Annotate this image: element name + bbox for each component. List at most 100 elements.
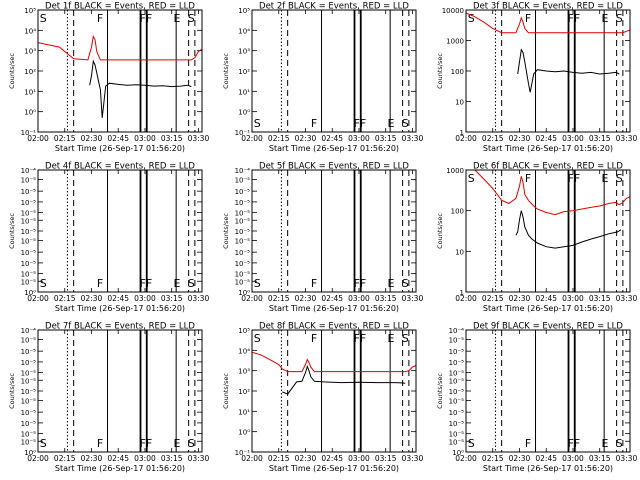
x-tick-label: 03:30 — [616, 454, 638, 463]
event-marker-label: FF — [568, 437, 581, 450]
y-tick-label: 10⁰ — [24, 289, 36, 297]
y-tick-label: 10⁻⁵ — [21, 228, 37, 236]
event-marker-label: F — [525, 172, 531, 185]
event-marker-label: S — [188, 12, 195, 25]
event-marker-label: S — [468, 12, 475, 25]
y-tick-label: 10⁻⁵ — [235, 199, 251, 207]
y-axis-label: Counts/sec — [436, 213, 444, 249]
y-tick-label: 10³ — [238, 368, 250, 376]
panel-title: Det 5f BLACK = Events, RED = LLD — [259, 162, 409, 172]
event-marker-label: E — [387, 277, 394, 290]
panel-title: Det 1f BLACK = Events, RED = LLD — [45, 2, 195, 12]
x-tick-label: 02:15 — [54, 294, 76, 303]
panel-det-4: Det 4f BLACK = Events, RED = LLD10⁰10⁻⁵1… — [8, 162, 209, 314]
event-marker-label: S — [254, 277, 261, 290]
x-axis-label: Start Time (26-Sep-17 01:56:20) — [55, 304, 185, 313]
x-tick-label: 02:15 — [482, 294, 504, 303]
event-marker-label: F — [97, 437, 103, 450]
y-tick-label: 10³ — [24, 48, 36, 56]
x-tick-label: 03:30 — [188, 134, 210, 143]
y-tick-label: 10⁻⁵ — [235, 228, 251, 236]
x-tick-label: 02:45 — [321, 134, 343, 143]
event-marker-label: F — [525, 437, 531, 450]
x-tick-label: 02:15 — [54, 134, 76, 143]
x-tick-label: 02:45 — [535, 454, 557, 463]
event-marker-label: S — [616, 172, 623, 185]
x-tick-label: 02:45 — [107, 134, 129, 143]
y-tick-label: 10⁻⁵ — [235, 176, 251, 184]
y-tick-label: 10⁻⁴ — [235, 167, 251, 175]
x-tick-label: 02:30 — [295, 454, 317, 463]
x-tick-label: 02:00 — [27, 454, 49, 463]
event-marker-label: S — [40, 12, 47, 25]
event-marker-label: S — [188, 277, 195, 290]
y-tick-label: 10⁰ — [238, 429, 250, 437]
x-tick-label: 03:15 — [375, 134, 397, 143]
y-tick-label: 10⁰ — [238, 289, 250, 297]
x-tick-label: 03:15 — [589, 134, 611, 143]
x-tick-label: 03:00 — [348, 134, 370, 143]
x-tick-label: 02:15 — [268, 454, 290, 463]
event-marker-label: FF — [354, 332, 367, 345]
event-marker-label: S — [616, 12, 623, 25]
events-series-line — [282, 364, 406, 395]
y-tick-label: 10⁻⁵ — [235, 237, 251, 245]
event-marker-label: F — [525, 12, 531, 25]
plot-frame — [251, 9, 417, 133]
y-tick-label: 10⁻⁵ — [235, 217, 251, 225]
y-tick-label: 10⁻⁵ — [235, 278, 251, 286]
y-tick-label: 10⁰ — [238, 109, 250, 117]
y-tick-label: 10⁵ — [238, 327, 250, 335]
x-tick-label: 02:30 — [295, 134, 317, 143]
event-marker-label: E — [387, 117, 394, 130]
plot-frame — [465, 9, 631, 133]
event-marker-label: E — [601, 172, 608, 185]
y-tick-label: 10⁻⁵ — [21, 260, 37, 268]
y-tick-label: 10⁻⁵ — [21, 278, 37, 286]
y-tick-label: 10⁻⁴ — [449, 327, 465, 335]
y-tick-label: 10⁻⁵ — [449, 438, 465, 446]
y-tick-label: 10⁻¹ — [235, 449, 251, 457]
y-tick-label: 10⁻⁵ — [235, 271, 251, 279]
x-tick-label: 02:00 — [455, 134, 477, 143]
panel-title: Det 4f BLACK = Events, RED = LLD — [45, 162, 195, 172]
panel-det-8: Det 8f BLACK = Events, RED = LLD 10⁻¹ 10⁰ 1… — [222, 322, 423, 474]
event-marker-label: FF — [354, 277, 367, 290]
y-tick-label: 10⁻⁵ — [449, 336, 465, 344]
y-tick-label: 10⁻⁵ — [21, 176, 37, 184]
event-marker-label: S — [616, 437, 623, 450]
plot-frame — [251, 329, 417, 453]
event-marker-label: FF — [568, 12, 581, 25]
panel-det-3: Det 3f BLACK = Events, RED = LLD 1 10 100 10… — [436, 2, 637, 154]
panel-title: Det 7f BLACK = Events, RED = LLD — [45, 322, 195, 332]
y-tick-label: 10⁻⁵ — [21, 397, 37, 405]
event-marker-label: E — [601, 12, 608, 25]
y-tick-label: 10⁻⁵ — [21, 210, 37, 218]
event-marker-label: FF — [140, 277, 153, 290]
y-tick-label: 10⁻⁵ — [449, 348, 465, 356]
y-tick-label: 10³ — [238, 48, 250, 56]
y-tick-label: 10⁻⁵ — [21, 438, 37, 446]
panel-title: Det 3f BLACK = Events, RED = LLD — [473, 2, 623, 12]
y-tick-label: 10⁻¹ — [235, 129, 251, 137]
x-axis-label: Start Time (26-Sep-17 01:56:20) — [55, 144, 185, 153]
x-tick-label: 02:00 — [27, 294, 49, 303]
x-tick-label: 03:30 — [402, 134, 424, 143]
panel-det-1: Det 1f BLACK = Events, RED = LLD 10⁻¹ 10⁰ 1… — [8, 2, 209, 154]
y-tick-label: 10⁻⁵ — [21, 388, 37, 396]
x-tick-label: 03:00 — [134, 294, 156, 303]
y-tick-label: 10⁻⁵ — [21, 431, 37, 439]
x-tick-label: 02:00 — [455, 294, 477, 303]
event-marker-label: E — [387, 332, 394, 345]
x-tick-label: 02:45 — [107, 454, 129, 463]
panel-title: Det 8f BLACK = Events, RED = LLD — [259, 322, 409, 332]
lld-series-line — [474, 169, 631, 216]
x-tick-label: 02:15 — [482, 134, 504, 143]
y-tick-label: 10⁻⁴ — [21, 167, 37, 175]
y-tick-label: 10⁻⁵ — [21, 377, 37, 385]
y-tick-label: 100 — [451, 208, 464, 216]
x-tick-label: 03:30 — [402, 454, 424, 463]
y-tick-label: 10⁻⁵ — [449, 397, 465, 405]
x-tick-label: 03:30 — [188, 454, 210, 463]
